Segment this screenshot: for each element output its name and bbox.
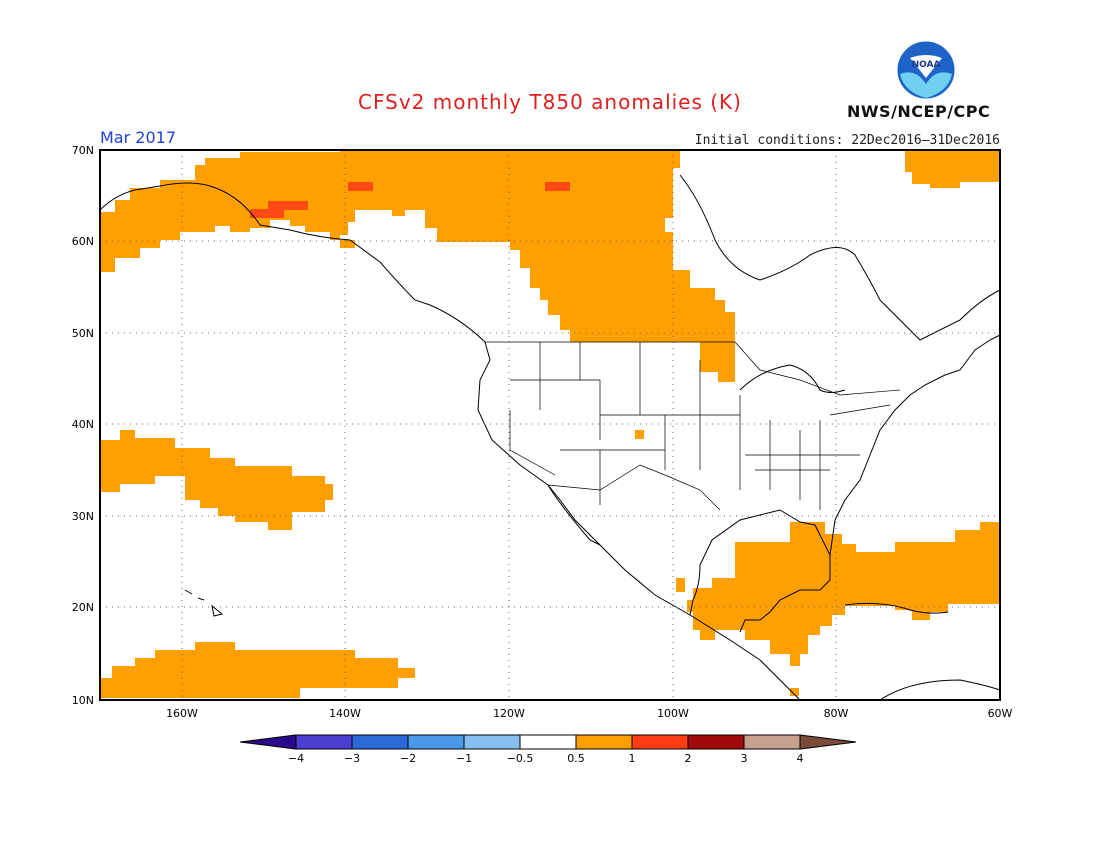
colorbar-label: 3 [741, 752, 748, 765]
anomaly-region-pacific-15n [100, 642, 415, 698]
noaa-logo-icon: NOAA [896, 40, 956, 100]
lat-label: 10N [72, 694, 94, 707]
colorbar-swatch [351, 734, 409, 750]
political-borders [485, 341, 901, 511]
colorbar-label: 4 [797, 752, 804, 765]
colorbar-swatch [295, 734, 353, 750]
colorbar-arrow-high [799, 734, 857, 750]
map-title: CFSv2 monthly T850 anomalies (K) [358, 90, 742, 114]
forecast-month: Mar 2017 [100, 128, 176, 147]
anomaly-region-north [100, 150, 735, 382]
anomaly-cell-strong [348, 182, 373, 191]
lon-label: 80W [824, 707, 849, 720]
colorbar-label: 1 [629, 752, 636, 765]
colorbar-swatch [463, 734, 521, 750]
anomaly-region-arctic-east [905, 150, 1000, 188]
lat-lon-grid [100, 150, 1000, 700]
svg-text:NOAA: NOAA [912, 60, 941, 70]
anomaly-cell [790, 688, 799, 696]
colorbar-label: −1 [456, 752, 472, 765]
anomaly-cell-strong [545, 182, 570, 191]
lon-label: 140W [329, 707, 361, 720]
anomaly-cell [676, 578, 685, 592]
lat-label: 30N [72, 510, 94, 523]
lat-label: 70N [72, 144, 94, 157]
map-frame [99, 149, 1001, 701]
colorbar-label: −0.5 [507, 752, 534, 765]
anomaly-region-caribbean [687, 522, 1000, 666]
lon-label: 100W [657, 707, 689, 720]
lon-label: 160W [166, 707, 198, 720]
coastlines [99, 174, 1001, 701]
lat-labels: 70N 60N 50N 40N 30N 20N 10N [72, 144, 94, 707]
lon-labels: 160W 140W 120W 100W 80W 60W [166, 707, 1012, 720]
colorbar-swatch [743, 734, 801, 750]
colorbar: −4 −3 −2 −1 −0.5 0.5 1 2 3 4 [239, 734, 857, 765]
lon-label: 120W [493, 707, 525, 720]
colorbar-swatch [575, 734, 633, 750]
initial-conditions: Initial conditions: 22Dec2016–31Dec2016 [694, 133, 1000, 148]
lat-label: 20N [72, 601, 94, 614]
colorbar-label: −4 [288, 752, 304, 765]
anomaly-cell-strong [268, 201, 308, 210]
colorbar-swatch [631, 734, 689, 750]
colorbar-label: 2 [685, 752, 692, 765]
anomaly-cell-strong [250, 209, 284, 218]
anomaly-regions [100, 150, 1000, 698]
colorbar-swatch [519, 734, 577, 750]
lat-label: 40N [72, 418, 94, 431]
agency-label: NWS/NCEP/CPC [847, 102, 991, 121]
colorbar-arrow-low [239, 734, 297, 750]
colorbar-label: −2 [400, 752, 416, 765]
anomaly-region-pacific-30n [100, 430, 333, 530]
colorbar-swatch [407, 734, 465, 750]
colorbar-label: −3 [344, 752, 360, 765]
lat-label: 50N [72, 327, 94, 340]
anomaly-cell [635, 430, 644, 439]
colorbar-swatch [687, 734, 745, 750]
colorbar-label: 0.5 [567, 752, 585, 765]
lon-label: 60W [988, 707, 1013, 720]
lat-label: 60N [72, 235, 94, 248]
